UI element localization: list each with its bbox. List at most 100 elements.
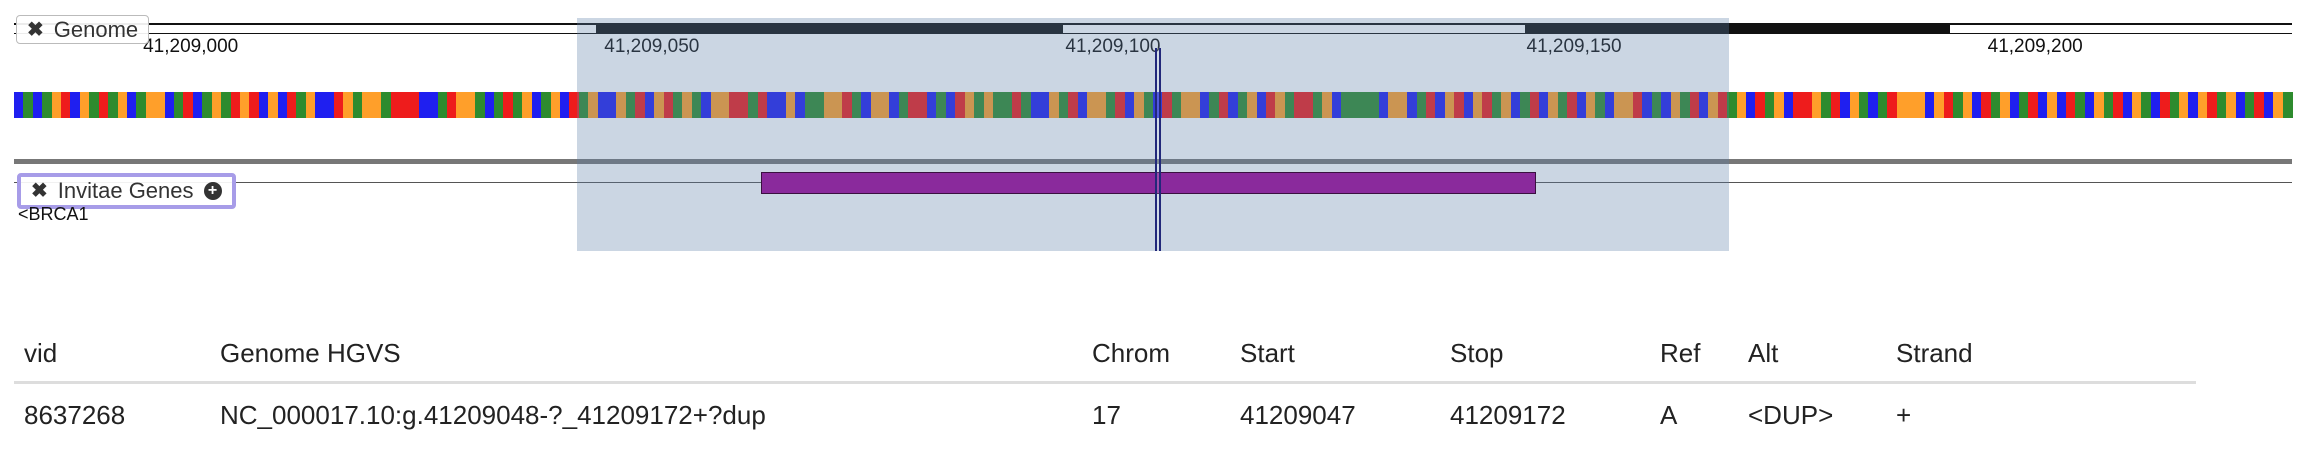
close-icon[interactable]: ✖ bbox=[27, 18, 44, 41]
sequence-base bbox=[974, 92, 985, 118]
cell-chrom: 17 bbox=[1092, 399, 1121, 430]
column-header-start[interactable]: Start bbox=[1240, 325, 1450, 384]
sequence-base bbox=[334, 92, 345, 118]
sequence-base bbox=[1586, 92, 1596, 118]
column-header-alt[interactable]: Alt bbox=[1748, 325, 1896, 384]
sequence-base bbox=[164, 92, 175, 118]
sequence-base bbox=[371, 92, 382, 118]
sequence-base bbox=[1689, 92, 1700, 118]
sequence-base bbox=[2103, 92, 2114, 118]
sequence-base bbox=[1341, 92, 1352, 118]
gene-track-label-text: Invitae Genes bbox=[57, 178, 194, 203]
sequence-base bbox=[2075, 92, 2086, 118]
sequence-base bbox=[1623, 92, 1634, 118]
sequence-base bbox=[1397, 92, 1408, 118]
sequence-base bbox=[2263, 92, 2274, 118]
sequence-base bbox=[1633, 92, 1644, 118]
plus-circle-icon[interactable]: + bbox=[203, 182, 222, 200]
genome-track-label[interactable]: ✖ Genome bbox=[16, 15, 150, 44]
sequence-base bbox=[221, 92, 232, 118]
sequence-base bbox=[1858, 92, 1869, 118]
sequence-base bbox=[268, 92, 279, 118]
sequence-base bbox=[136, 92, 147, 118]
sequence-base bbox=[1642, 92, 1653, 118]
sequence-base bbox=[108, 92, 119, 118]
sequence-base bbox=[672, 92, 683, 118]
sequence-base bbox=[2141, 92, 2152, 118]
sequence-base bbox=[1247, 92, 1258, 118]
sequence-base bbox=[1200, 92, 1211, 118]
genome-browser[interactable]: 41,209,000 41,209,050 41,209,100 41,209,150… bbox=[0, 0, 2308, 260]
column-header-chrom[interactable]: Chrom bbox=[1092, 325, 1240, 384]
sequence-base bbox=[1237, 92, 1248, 118]
track-divider bbox=[14, 159, 2292, 164]
column-header-ref[interactable]: Ref bbox=[1660, 325, 1748, 384]
sequence-base bbox=[1520, 92, 1531, 118]
gene-name[interactable]: <BRCA1 bbox=[18, 204, 89, 224]
sequence-base bbox=[1284, 92, 1295, 118]
sequence-base bbox=[1811, 92, 1822, 118]
sequence-base bbox=[1755, 92, 1766, 118]
sequence-base bbox=[1416, 92, 1427, 118]
sequence-base bbox=[2009, 92, 2020, 118]
sequence-base bbox=[1896, 92, 1907, 118]
cell-genome-hgvs: NC_000017.10:g.41209048-?_41209172+?dup bbox=[220, 399, 766, 430]
sequence-base bbox=[1030, 92, 1041, 118]
column-header-strand[interactable]: Strand bbox=[1896, 325, 2196, 384]
sequence-base bbox=[1425, 92, 1436, 118]
sequence-base bbox=[823, 92, 834, 118]
sequence-base bbox=[465, 92, 476, 118]
sequence-base bbox=[399, 92, 410, 118]
sequence-base bbox=[2273, 92, 2284, 118]
sequence-base bbox=[2150, 92, 2161, 118]
sequence-base bbox=[79, 92, 90, 118]
sequence-base bbox=[682, 92, 693, 118]
sequence-base bbox=[1604, 92, 1615, 118]
sequence-base bbox=[625, 92, 636, 118]
gene-track-label[interactable]: ✖ Invitae Genes + bbox=[17, 173, 236, 209]
sequence-base bbox=[955, 92, 966, 118]
sequence-base bbox=[1444, 92, 1455, 118]
sequence-base bbox=[1303, 92, 1314, 118]
sequence-base bbox=[1068, 92, 1079, 118]
sequence-base bbox=[908, 92, 919, 118]
sequence-base bbox=[927, 92, 938, 118]
sequence-base bbox=[522, 92, 533, 118]
position-cursor[interactable] bbox=[1154, 48, 1161, 251]
sequence-base bbox=[2094, 92, 2105, 118]
sequence-base bbox=[588, 92, 599, 118]
sequence-base bbox=[494, 92, 505, 118]
sequence-base bbox=[832, 92, 843, 118]
sequence-base bbox=[1190, 92, 1201, 118]
sequence-base bbox=[51, 92, 62, 118]
sequence-base bbox=[61, 92, 72, 118]
sequence-base bbox=[1087, 92, 1098, 118]
sequence-base bbox=[2207, 92, 2218, 118]
column-header-genome-hgvs[interactable]: Genome HGVS bbox=[220, 325, 1092, 384]
sequence-base bbox=[1378, 92, 1389, 118]
sequence-base bbox=[889, 92, 900, 118]
column-header-vid[interactable]: vid bbox=[14, 325, 220, 384]
sequence-base bbox=[1934, 92, 1945, 118]
sequence-base bbox=[1171, 92, 1182, 118]
sequence-base bbox=[70, 92, 81, 118]
sequence-base bbox=[512, 92, 523, 118]
sequence-base bbox=[305, 92, 316, 118]
sequence-base bbox=[729, 92, 740, 118]
selection-highlight[interactable] bbox=[576, 18, 1730, 251]
sequence-base bbox=[2226, 92, 2237, 118]
sequence-base bbox=[1943, 92, 1954, 118]
sequence-track[interactable] bbox=[14, 92, 2293, 118]
sequence-base bbox=[145, 92, 156, 118]
cell-stop: 41209172 bbox=[1450, 399, 1566, 430]
column-header-stop[interactable]: Stop bbox=[1450, 325, 1660, 384]
sequence-base bbox=[861, 92, 872, 118]
close-icon[interactable]: ✖ bbox=[31, 180, 48, 202]
table-row[interactable]: 8637268 NC_000017.10:g.41209048-?_412091… bbox=[14, 383, 2196, 447]
sequence-base bbox=[437, 92, 448, 118]
sequence-base bbox=[202, 92, 213, 118]
gene-feature-bar[interactable] bbox=[761, 172, 1536, 194]
sequence-base bbox=[814, 92, 825, 118]
sequence-base bbox=[2056, 92, 2067, 118]
sequence-base bbox=[531, 92, 542, 118]
